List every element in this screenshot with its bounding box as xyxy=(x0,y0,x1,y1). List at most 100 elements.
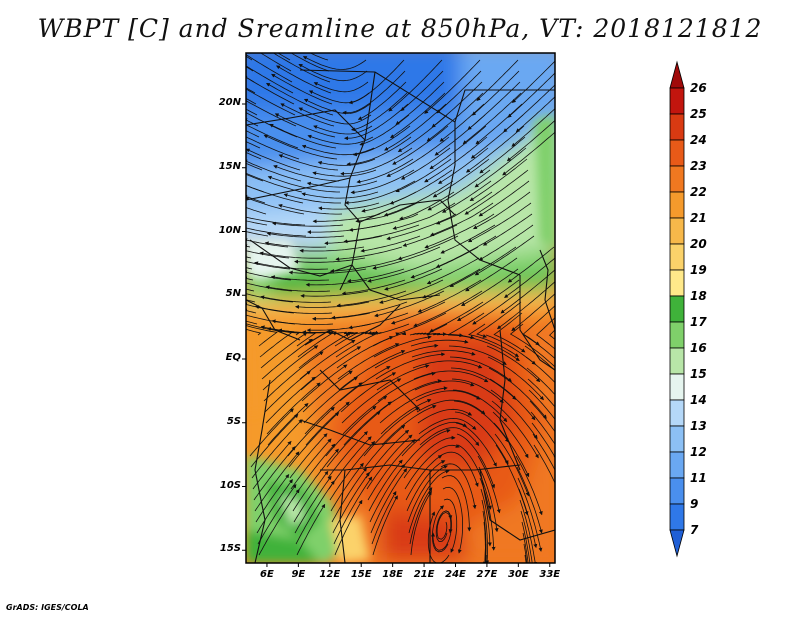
streamline xyxy=(246,100,297,127)
streamline xyxy=(246,53,293,83)
colorbar-box xyxy=(669,191,685,219)
streamline xyxy=(246,259,291,270)
streamline xyxy=(532,433,555,471)
streamline xyxy=(399,191,455,221)
streamline xyxy=(290,53,330,72)
colorbar-box xyxy=(669,425,685,453)
streamline xyxy=(450,367,517,400)
streamline xyxy=(392,202,456,230)
streamline xyxy=(246,98,257,105)
streamline xyxy=(523,334,555,360)
colorbar-box xyxy=(669,295,685,323)
streamline xyxy=(401,421,467,457)
streamline xyxy=(405,455,443,501)
streamline xyxy=(507,72,555,118)
lat-tick-label: 20N xyxy=(218,97,241,108)
streamline xyxy=(254,261,329,270)
streamline xyxy=(246,320,258,325)
streamline xyxy=(251,419,303,479)
streamline xyxy=(246,207,267,215)
streamline xyxy=(461,268,519,306)
streamline xyxy=(457,279,520,321)
streamline xyxy=(374,290,445,318)
lon-tick-label: 6E xyxy=(260,569,274,580)
streamline xyxy=(246,308,257,314)
streamline xyxy=(482,532,487,563)
colorbar-max-triangle xyxy=(669,60,685,89)
colorbar-box xyxy=(669,217,685,245)
streamline xyxy=(397,235,459,261)
streamline xyxy=(390,92,446,139)
streamline xyxy=(507,246,555,283)
map-frame xyxy=(245,52,556,564)
colorbar-level-label: 26 xyxy=(690,81,707,95)
streamline xyxy=(518,488,538,549)
streamline xyxy=(278,154,339,171)
streamline xyxy=(486,345,541,383)
streamline xyxy=(336,336,394,369)
lon-tick-label: 30E xyxy=(507,569,529,580)
colorbar-min-triangle xyxy=(669,529,685,558)
streamline xyxy=(411,350,476,358)
streamline xyxy=(493,312,526,353)
streamline xyxy=(529,400,555,433)
streamline xyxy=(246,148,301,171)
colorbar-box xyxy=(669,451,685,479)
streamline xyxy=(406,460,446,512)
streamline xyxy=(337,343,400,380)
streamline xyxy=(366,434,413,490)
streamline xyxy=(522,532,529,563)
streamline xyxy=(380,399,432,435)
streamline xyxy=(397,114,448,153)
streamline xyxy=(296,503,326,556)
streamline xyxy=(409,332,447,337)
streamline xyxy=(367,439,416,501)
colorbar-box xyxy=(669,243,685,271)
streamline xyxy=(489,378,536,421)
streamline xyxy=(277,53,291,61)
streamline xyxy=(255,473,290,523)
streamline xyxy=(352,125,411,157)
streamline xyxy=(300,290,369,298)
streamline xyxy=(265,376,316,424)
streamline xyxy=(306,180,378,188)
streamline xyxy=(272,53,331,83)
streamline xyxy=(326,330,358,347)
streamline xyxy=(384,268,443,291)
streamline xyxy=(464,169,529,215)
streamline xyxy=(246,323,278,347)
streamline xyxy=(290,438,332,490)
streamline xyxy=(301,191,379,199)
streamline xyxy=(343,401,392,446)
streamline xyxy=(361,191,417,213)
streamline xyxy=(436,70,482,114)
streamline xyxy=(524,345,555,372)
streamline xyxy=(395,312,447,337)
colorbar-box xyxy=(669,139,685,167)
lon-tick-label: 15E xyxy=(350,569,372,580)
streamline xyxy=(440,463,477,510)
streamline xyxy=(246,244,251,249)
streamline xyxy=(462,92,522,145)
streamline xyxy=(342,70,406,115)
streamline xyxy=(412,360,483,369)
streamline xyxy=(509,323,555,368)
streamline xyxy=(474,235,535,276)
streamline xyxy=(386,136,450,177)
streamline xyxy=(260,332,308,369)
streamline xyxy=(416,399,486,415)
streamline xyxy=(312,312,371,321)
streamline xyxy=(368,459,403,512)
streamline xyxy=(424,213,495,249)
streamline xyxy=(468,323,519,358)
streamline xyxy=(270,275,330,281)
streamline xyxy=(372,246,441,270)
streamline xyxy=(258,488,300,556)
streamline xyxy=(246,328,262,336)
streamline xyxy=(402,428,451,468)
streamline xyxy=(313,81,369,93)
streamline xyxy=(246,159,302,182)
streamline xyxy=(487,356,544,401)
streamline xyxy=(424,59,481,114)
streamline xyxy=(334,499,363,556)
